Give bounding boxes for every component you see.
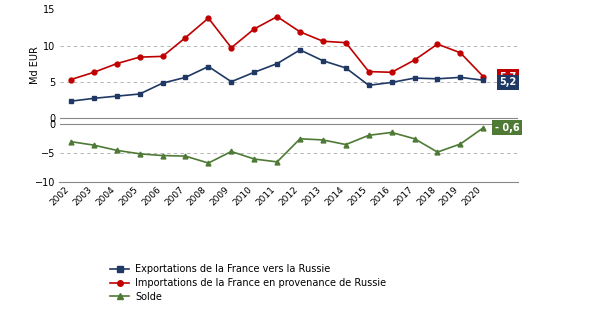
- Text: 5,7: 5,7: [499, 72, 516, 82]
- Text: - 0,6: - 0,6: [494, 123, 519, 133]
- Legend: Exportations de la France vers la Russie, Importations de la France en provenanc: Exportations de la France vers la Russie…: [106, 260, 390, 306]
- Y-axis label: Md EUR: Md EUR: [30, 46, 40, 84]
- Text: 5,2: 5,2: [499, 78, 516, 87]
